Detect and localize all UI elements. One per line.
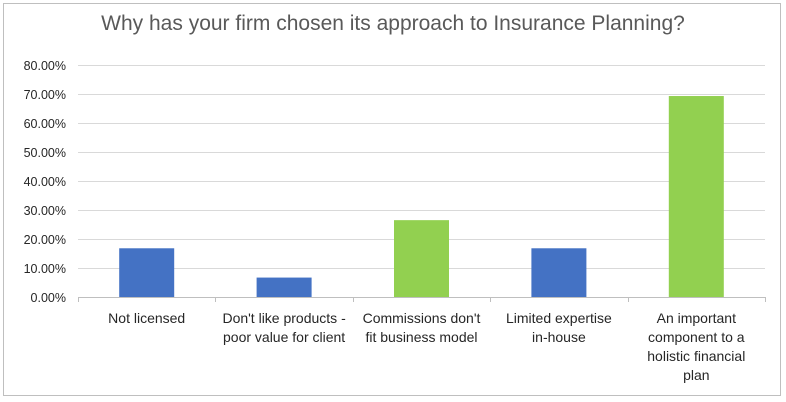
bars xyxy=(119,96,724,297)
y-tick-label: 20.00% xyxy=(24,233,66,247)
y-tick-label: 70.00% xyxy=(24,88,66,102)
x-category-label: Commissions don't fit business model xyxy=(363,310,481,345)
y-tick-label: 50.00% xyxy=(24,146,66,160)
chart-frame xyxy=(3,3,781,396)
gridlines xyxy=(78,65,765,269)
bar xyxy=(668,96,724,297)
bar xyxy=(394,220,449,297)
bar xyxy=(531,248,587,297)
x-category-label: Don't like products -poor value for clie… xyxy=(222,310,346,345)
y-tick-label: 30.00% xyxy=(24,204,66,218)
bar xyxy=(256,277,312,297)
y-tick-label: 60.00% xyxy=(24,117,66,131)
y-tick-label: 0.00% xyxy=(31,291,66,305)
y-tick-label: 10.00% xyxy=(24,262,66,276)
x-axis-category-labels: Not licensed Don't like products -poor va… xyxy=(108,310,745,383)
y-tick-label: 80.00% xyxy=(24,59,66,73)
x-category-label: Limited expertise in-house xyxy=(506,310,612,345)
bar xyxy=(119,248,175,297)
y-tick-label: 40.00% xyxy=(24,175,66,189)
x-axis xyxy=(78,297,766,302)
x-category-label: An important component to a holistic finan… xyxy=(647,310,745,383)
y-axis-tick-labels: 0.00% 10.00% 20.00% 30.00% 40.00% 50.00% 60.00… xyxy=(24,59,66,305)
x-category-label: Not licensed xyxy=(108,310,185,326)
chart-title: Why has your firm chosen its approach to… xyxy=(101,12,685,35)
